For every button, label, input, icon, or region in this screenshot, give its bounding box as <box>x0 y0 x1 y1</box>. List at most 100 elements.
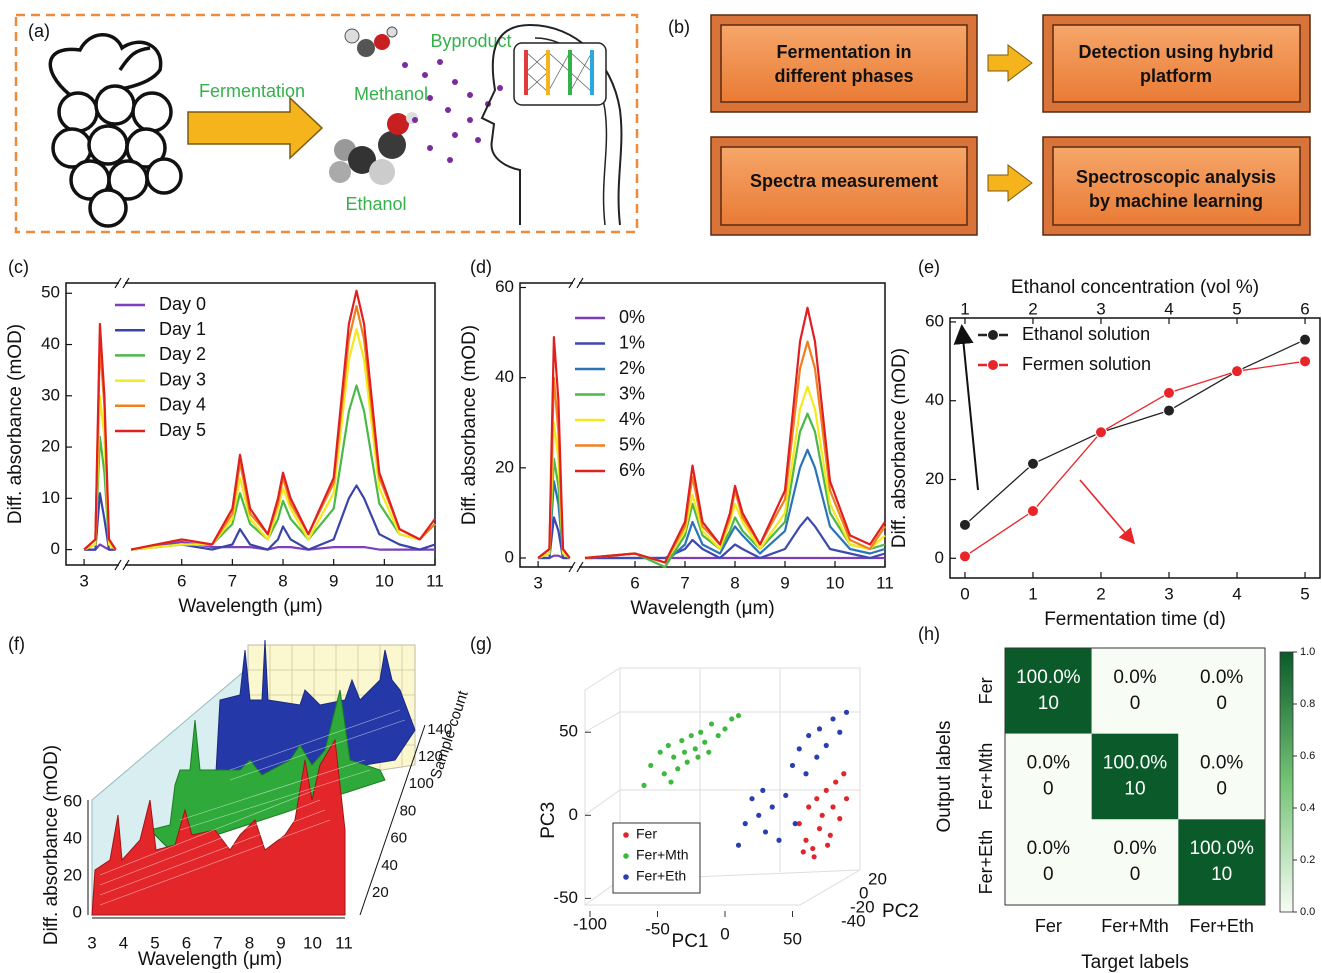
x-axis-label: Wavelength (μm) <box>178 596 322 617</box>
legend-marker <box>623 874 629 880</box>
cell-percent: 0.0% <box>1027 838 1070 859</box>
legend-label: Day 4 <box>159 395 206 415</box>
cell-percent: 100.0% <box>1103 753 1168 774</box>
y-axis-label: PC3 <box>538 802 559 839</box>
legend-label: 0% <box>619 307 645 327</box>
annotation-arrow <box>1080 480 1133 542</box>
legend-label: 1% <box>619 332 645 352</box>
point <box>959 551 970 562</box>
point <box>709 721 714 726</box>
panel-label: (a) <box>28 21 50 41</box>
panel-b: (b) Fermentation in different phases Det… <box>668 15 1310 235</box>
colorbar-tick-label: 1.0 <box>1300 646 1315 658</box>
heatmap-cell <box>1092 819 1179 905</box>
ethanol-molecule <box>329 112 418 185</box>
heatmap-cell <box>1178 819 1265 905</box>
x-tick-label: 8 <box>730 573 739 592</box>
x-tick-label: Fer <box>1035 916 1062 936</box>
x-axis-label: PC1 <box>672 931 709 952</box>
point <box>1095 427 1106 438</box>
point <box>675 766 680 771</box>
point <box>763 829 768 834</box>
point <box>1300 356 1311 367</box>
z-tick-label: 20 <box>372 884 389 901</box>
y-tick-label: 50 <box>41 283 60 302</box>
x-tick-label: 2 <box>1096 584 1105 603</box>
legend-label: Day 1 <box>159 319 206 339</box>
point <box>830 804 835 809</box>
point <box>793 821 798 826</box>
point <box>817 726 822 731</box>
legend-label: Fer+Mth <box>636 847 689 863</box>
panel-label: (d) <box>470 257 492 277</box>
point <box>814 796 819 801</box>
cell-percent: 0.0% <box>1200 667 1243 688</box>
panel-label: (c) <box>8 257 29 277</box>
y-axis-label: Diff. absorbance (mOD) <box>41 745 62 945</box>
legend-label: 4% <box>619 409 645 429</box>
point <box>820 813 825 818</box>
x-tick-label: 8 <box>278 571 287 590</box>
point <box>828 833 833 838</box>
point <box>685 760 690 765</box>
cell-percent: 0.0% <box>1113 838 1156 859</box>
y-tick-label: Fer <box>976 677 996 704</box>
annotation-arrow <box>962 328 978 490</box>
x-tick-label: 6 <box>177 571 186 590</box>
y-tick-label: 0 <box>73 902 82 921</box>
series-line <box>538 459 570 558</box>
heatmap-cell <box>1178 734 1265 820</box>
colorbar <box>1280 652 1293 912</box>
cell-percent: 0.0% <box>1113 667 1156 688</box>
point <box>689 733 694 738</box>
panel-label: (b) <box>668 17 690 37</box>
y-tick-label: 40 <box>925 390 944 409</box>
point <box>824 788 829 793</box>
x-tick-label: -50 <box>645 919 670 938</box>
point <box>803 838 808 843</box>
x-tick-label: 11 <box>426 571 444 590</box>
x2-tick-label: 4 <box>1164 299 1173 318</box>
x-tick-label: 1 <box>1028 584 1037 603</box>
arrow <box>988 165 1032 201</box>
point <box>668 779 673 784</box>
x-tick-label: 11 <box>335 933 353 952</box>
point <box>837 730 842 735</box>
point <box>722 726 727 731</box>
point <box>812 854 817 859</box>
colorbar-tick-label: 0.0 <box>1300 906 1315 918</box>
legend-marker <box>623 832 629 838</box>
point <box>1164 405 1175 416</box>
x-axis-label: Fermentation time (d) <box>1044 609 1226 630</box>
colorbar-tick-label: 0.4 <box>1300 802 1315 814</box>
cell-percent: 100.0% <box>1016 667 1081 688</box>
y-tick-label: 40 <box>41 334 60 353</box>
point <box>844 710 849 715</box>
byproduct-label: Byproduct <box>430 31 511 51</box>
legend-label: Fer <box>636 826 657 842</box>
x2-tick-label: 1 <box>960 299 969 318</box>
box-text: Spectra measurement <box>750 171 938 191</box>
colorbar-tick-label: 0.8 <box>1300 698 1315 710</box>
y-axis-label: Diff. absorbance (mOD) <box>459 325 480 525</box>
point <box>837 816 842 821</box>
x-tick-label: 10 <box>826 573 845 592</box>
y-tick-label: Fer+Eth <box>976 830 996 895</box>
legend-marker <box>623 853 629 859</box>
x-tick-label: 0 <box>720 924 729 943</box>
y-axis-label: Diff. absorbance (mOD) <box>5 324 26 524</box>
z-tick-label: -40 <box>841 911 866 930</box>
point <box>1164 387 1175 398</box>
x-tick-label: 6 <box>630 573 639 592</box>
point <box>803 771 808 776</box>
y-tick-label: 0 <box>51 539 60 558</box>
point <box>749 796 754 801</box>
cell-count: 10 <box>1038 693 1059 714</box>
point <box>770 804 775 809</box>
colorbar-tick-label: 0.2 <box>1300 854 1315 866</box>
point <box>959 519 970 530</box>
x-axis-label: Target labels <box>1081 952 1189 973</box>
point <box>698 730 703 735</box>
cell-count: 0 <box>1043 864 1054 885</box>
y-tick-label: 20 <box>63 865 82 884</box>
